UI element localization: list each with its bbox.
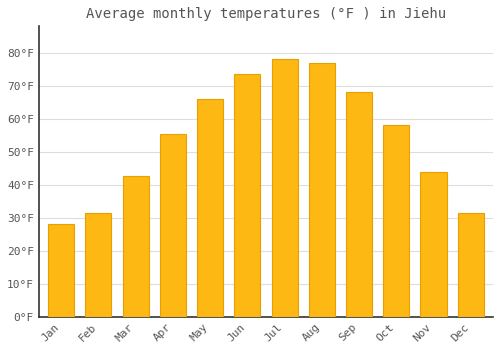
Bar [234,74,260,317]
Bar [48,224,74,317]
Bar [346,92,372,317]
Bar [420,172,446,317]
Bar [86,213,112,317]
Bar [272,59,297,317]
Bar [383,125,409,317]
Title: Average monthly temperatures (°F ) in Jiehu: Average monthly temperatures (°F ) in Ji… [86,7,446,21]
Bar [160,134,186,317]
Bar [197,99,223,317]
Bar [458,213,483,317]
Bar [122,176,148,317]
Bar [308,63,335,317]
